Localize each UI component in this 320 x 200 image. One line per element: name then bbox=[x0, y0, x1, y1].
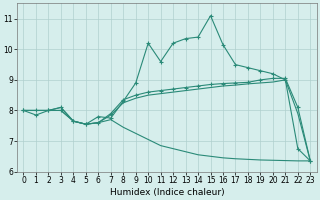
X-axis label: Humidex (Indice chaleur): Humidex (Indice chaleur) bbox=[109, 188, 224, 197]
